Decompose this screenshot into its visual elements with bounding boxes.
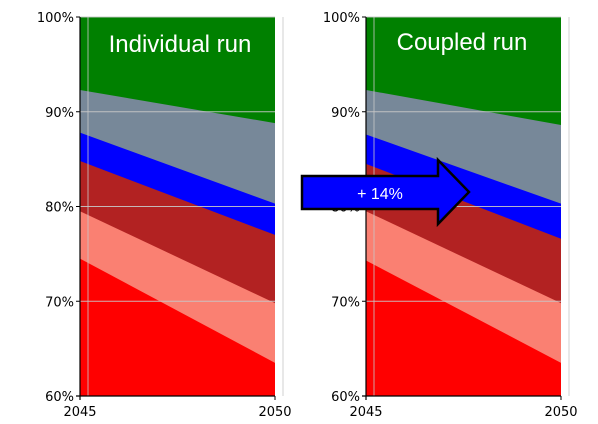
y-tick-label: 60% (45, 390, 74, 405)
y-tick-label: 90% (331, 106, 360, 121)
band-0 (80, 258, 275, 396)
y-tick-label: 100% (323, 11, 360, 26)
panel-title: Individual run (109, 31, 252, 58)
band-0 (366, 260, 561, 396)
x-tick-label: 2050 (544, 405, 577, 420)
y-tick-label: 100% (37, 11, 74, 26)
y-tick-label: 60% (331, 390, 360, 405)
x-tick-label: 2045 (63, 405, 96, 420)
x-tick-label: 2050 (258, 405, 291, 420)
y-tick-label: 90% (45, 106, 74, 121)
y-tick-label: 70% (331, 295, 360, 310)
arrow-label: + 14% (357, 186, 403, 203)
individual-run-panel: 60% 70% 80% 90% 100% 2045 2050 Individual run (37, 11, 292, 420)
panel-title: Coupled run (397, 29, 528, 56)
change-arrow: + 14% (300, 156, 471, 228)
arrow-shape (300, 156, 471, 228)
y-tick-label: 70% (45, 295, 74, 310)
y-tick-label: 80% (45, 201, 74, 216)
x-tick-label: 2045 (349, 405, 382, 420)
